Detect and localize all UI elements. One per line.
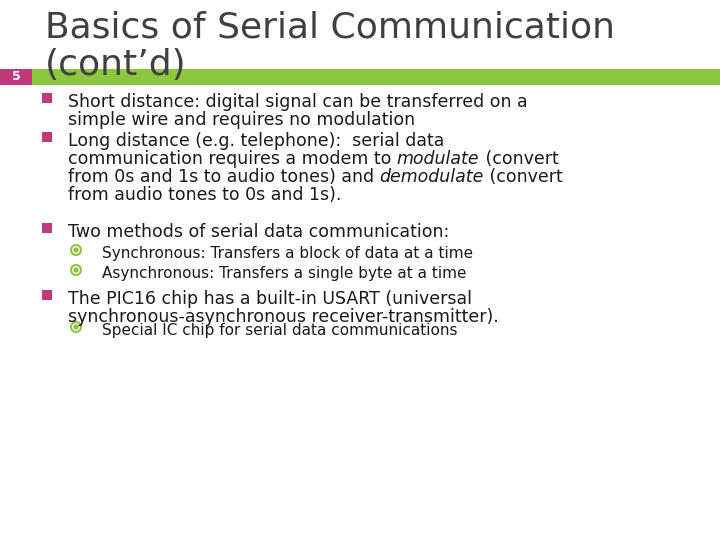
Text: from audio tones to 0s and 1s).: from audio tones to 0s and 1s). — [68, 186, 341, 204]
Text: demodulate: demodulate — [379, 168, 484, 186]
Text: Short distance: digital signal can be transferred on a: Short distance: digital signal can be tr… — [68, 93, 528, 111]
Text: The PIC16 chip has a built-in USART (universal: The PIC16 chip has a built-in USART (uni… — [68, 290, 472, 308]
Text: (convert: (convert — [484, 168, 563, 186]
Text: Asynchronous: Transfers a single byte at a time: Asynchronous: Transfers a single byte at… — [102, 266, 467, 281]
Text: synchronous-asynchronous receiver-transmitter).: synchronous-asynchronous receiver-transm… — [68, 308, 499, 326]
Bar — [0, 69, 720, 85]
Circle shape — [74, 268, 78, 272]
Bar — [42, 223, 52, 233]
Bar — [0, 69, 32, 85]
Text: Basics of Serial Communication: Basics of Serial Communication — [45, 10, 615, 44]
Text: (convert: (convert — [480, 150, 558, 168]
Circle shape — [74, 248, 78, 252]
Text: Special IC chip for serial data communications: Special IC chip for serial data communic… — [102, 323, 457, 338]
Text: Synchronous: Transfers a block of data at a time: Synchronous: Transfers a block of data a… — [102, 246, 473, 261]
Text: modulate: modulate — [397, 150, 480, 168]
Bar — [42, 132, 52, 142]
Circle shape — [74, 325, 78, 329]
Text: Long distance (e.g. telephone):  serial data: Long distance (e.g. telephone): serial d… — [68, 132, 444, 150]
Bar — [42, 93, 52, 103]
Text: Two methods of serial data communication:: Two methods of serial data communication… — [68, 223, 449, 241]
Bar — [42, 290, 52, 300]
Text: simple wire and requires no modulation: simple wire and requires no modulation — [68, 111, 415, 129]
Text: communication requires a modem to: communication requires a modem to — [68, 150, 397, 168]
Text: (cont’d): (cont’d) — [45, 48, 186, 82]
Text: 5: 5 — [12, 71, 20, 84]
Text: from 0s and 1s to audio tones) and: from 0s and 1s to audio tones) and — [68, 168, 379, 186]
